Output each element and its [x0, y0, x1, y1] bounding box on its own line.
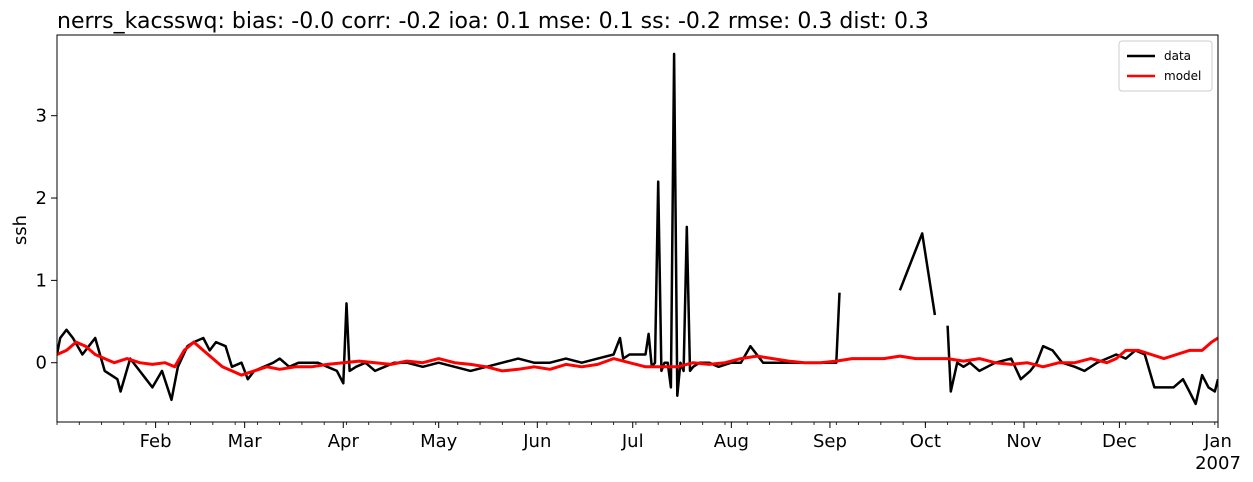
x-tick-label: Apr	[328, 431, 360, 452]
x-tick-label: May	[420, 431, 458, 452]
legend-label-model: model	[1164, 69, 1201, 83]
legend: data model	[1118, 40, 1213, 92]
y-tick-label: 0	[36, 353, 47, 374]
series-line-data	[57, 52, 1218, 406]
x-tick-label: Nov	[1006, 431, 1041, 452]
x-tick-label: Oct	[910, 431, 941, 452]
axes-layer: 0 1 2 3 Feb Mar Apr May Jun Jul Aug Sep Oct Nov Dec Jan…	[36, 34, 1241, 474]
x-tick-label: Aug	[714, 431, 749, 452]
y-axis-label: ssh	[10, 215, 31, 245]
x-year-label: 2007	[1195, 453, 1241, 474]
x-tick-label: Mar	[228, 431, 263, 452]
y-tick-label: 3	[36, 106, 47, 127]
x-tick-label: Sep	[813, 431, 847, 452]
chart-title: nerrs_kacsswq: bias: -0.0 corr: -0.2 ioa…	[57, 9, 929, 34]
series-line-model	[57, 336, 1218, 377]
y-tick-label: 2	[36, 188, 47, 209]
x-tick-label: Jul	[621, 431, 644, 452]
x-tick-label: Dec	[1102, 431, 1137, 452]
legend-label-data: data	[1164, 49, 1191, 63]
y-tick-label: 1	[36, 270, 47, 291]
x-tick-label: Jun	[522, 431, 551, 452]
series-layer	[57, 52, 1218, 406]
x-tick-label: Jan	[1203, 431, 1232, 452]
x-tick-label: Feb	[140, 431, 172, 452]
plot-frame	[56, 34, 1219, 423]
legend-box	[1118, 40, 1213, 92]
